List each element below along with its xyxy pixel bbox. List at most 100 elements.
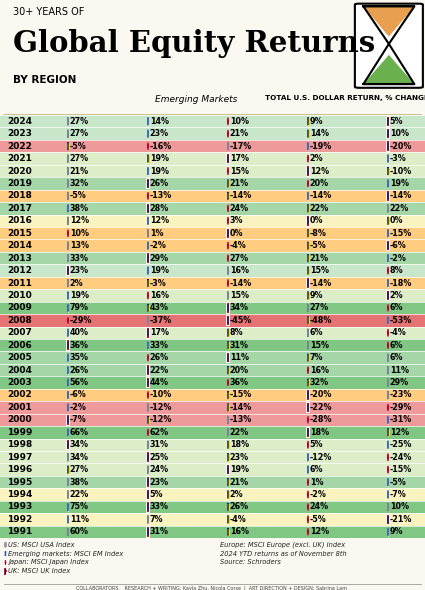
Text: 15%: 15% bbox=[230, 291, 249, 300]
Text: -3%: -3% bbox=[390, 154, 407, 163]
Text: 14%: 14% bbox=[150, 117, 169, 126]
Bar bbox=[0, 339, 425, 352]
Text: 1994: 1994 bbox=[7, 490, 33, 499]
Text: -2%: -2% bbox=[390, 254, 407, 263]
Text: 12%: 12% bbox=[150, 217, 169, 225]
Text: 0%: 0% bbox=[230, 229, 243, 238]
Text: -14%: -14% bbox=[230, 191, 252, 201]
Text: 15%: 15% bbox=[310, 266, 329, 275]
Text: 38%: 38% bbox=[70, 204, 89, 213]
Text: 18%: 18% bbox=[230, 440, 249, 449]
Text: 7%: 7% bbox=[150, 515, 163, 524]
Bar bbox=[0, 190, 425, 202]
Text: -20%: -20% bbox=[390, 142, 412, 150]
Text: 5%: 5% bbox=[390, 117, 403, 126]
Text: 21%: 21% bbox=[230, 477, 249, 487]
Text: 3%: 3% bbox=[230, 217, 243, 225]
Text: TOTAL U.S. DOLLAR RETURN, % CHANGE: TOTAL U.S. DOLLAR RETURN, % CHANGE bbox=[265, 95, 425, 101]
Text: -48%: -48% bbox=[310, 316, 332, 325]
Text: 44%: 44% bbox=[150, 378, 169, 387]
Text: 1%: 1% bbox=[150, 229, 163, 238]
Text: 1996: 1996 bbox=[7, 465, 33, 474]
Text: 2013: 2013 bbox=[8, 254, 32, 263]
Text: 25%: 25% bbox=[150, 453, 169, 462]
Text: 1992: 1992 bbox=[7, 515, 33, 524]
Text: -14%: -14% bbox=[230, 403, 252, 412]
Text: 2022: 2022 bbox=[8, 142, 32, 150]
Text: 24%: 24% bbox=[150, 465, 169, 474]
Text: 15%: 15% bbox=[230, 166, 249, 176]
Text: 75%: 75% bbox=[70, 503, 89, 512]
Text: 8%: 8% bbox=[390, 266, 403, 275]
Text: 79%: 79% bbox=[70, 303, 89, 312]
Text: -4%: -4% bbox=[230, 515, 246, 524]
Text: 14%: 14% bbox=[310, 129, 329, 138]
Text: 17%: 17% bbox=[230, 154, 249, 163]
Bar bbox=[0, 227, 425, 240]
Text: 21%: 21% bbox=[230, 179, 249, 188]
Text: -23%: -23% bbox=[390, 391, 412, 399]
Text: 10%: 10% bbox=[70, 229, 89, 238]
Text: 19%: 19% bbox=[390, 179, 409, 188]
Text: -21%: -21% bbox=[390, 515, 412, 524]
Text: 2%: 2% bbox=[70, 278, 83, 287]
Text: 0%: 0% bbox=[390, 217, 403, 225]
Text: 11%: 11% bbox=[70, 515, 89, 524]
Text: 27%: 27% bbox=[230, 254, 249, 263]
Text: -29%: -29% bbox=[70, 316, 92, 325]
Text: 6%: 6% bbox=[310, 465, 323, 474]
Text: Emerging Markets: Emerging Markets bbox=[155, 95, 238, 104]
Text: 36%: 36% bbox=[230, 378, 249, 387]
Bar bbox=[0, 289, 425, 301]
Bar bbox=[0, 277, 425, 289]
Text: 12%: 12% bbox=[70, 217, 89, 225]
Text: -20%: -20% bbox=[310, 391, 332, 399]
Text: -22%: -22% bbox=[310, 403, 332, 412]
Text: 26%: 26% bbox=[230, 503, 249, 512]
Text: 2018: 2018 bbox=[8, 191, 32, 201]
Text: 6%: 6% bbox=[390, 353, 403, 362]
Text: -5%: -5% bbox=[310, 515, 326, 524]
Text: 2006: 2006 bbox=[8, 341, 32, 350]
Text: 23%: 23% bbox=[150, 129, 169, 138]
Text: 2024: 2024 bbox=[8, 117, 32, 126]
Text: 62%: 62% bbox=[150, 428, 169, 437]
Text: -3%: -3% bbox=[150, 278, 167, 287]
Text: 2002: 2002 bbox=[8, 391, 32, 399]
Bar bbox=[0, 389, 425, 401]
Text: 31%: 31% bbox=[150, 527, 169, 536]
Bar bbox=[0, 115, 425, 127]
Text: 2004: 2004 bbox=[8, 366, 32, 375]
Text: 11%: 11% bbox=[230, 353, 249, 362]
Text: 13%: 13% bbox=[70, 241, 89, 250]
Text: 26%: 26% bbox=[70, 366, 89, 375]
Text: 20%: 20% bbox=[230, 366, 249, 375]
Text: 32%: 32% bbox=[70, 179, 89, 188]
Text: 20%: 20% bbox=[310, 179, 329, 188]
Text: 21%: 21% bbox=[310, 254, 329, 263]
Text: -5%: -5% bbox=[70, 191, 87, 201]
Text: Source: Schroders: Source: Schroders bbox=[220, 559, 281, 565]
Text: 9%: 9% bbox=[310, 117, 323, 126]
Text: -15%: -15% bbox=[390, 229, 412, 238]
Text: -6%: -6% bbox=[70, 391, 87, 399]
Polygon shape bbox=[363, 55, 414, 84]
Text: 2012: 2012 bbox=[8, 266, 32, 275]
Text: 6%: 6% bbox=[310, 328, 323, 337]
Text: 2008: 2008 bbox=[8, 316, 32, 325]
Text: 5%: 5% bbox=[150, 490, 163, 499]
Text: 19%: 19% bbox=[150, 154, 169, 163]
Text: 21%: 21% bbox=[70, 166, 89, 176]
Text: 35%: 35% bbox=[70, 353, 89, 362]
Text: 2021: 2021 bbox=[8, 154, 32, 163]
Text: 31%: 31% bbox=[230, 341, 249, 350]
Bar bbox=[0, 215, 425, 227]
Text: -8%: -8% bbox=[310, 229, 327, 238]
Text: -24%: -24% bbox=[390, 453, 412, 462]
Text: 19%: 19% bbox=[150, 266, 169, 275]
Text: -10%: -10% bbox=[150, 391, 172, 399]
Text: 2023: 2023 bbox=[8, 129, 32, 138]
Text: 28%: 28% bbox=[150, 204, 169, 213]
Text: -14%: -14% bbox=[310, 191, 332, 201]
Bar bbox=[0, 476, 425, 489]
